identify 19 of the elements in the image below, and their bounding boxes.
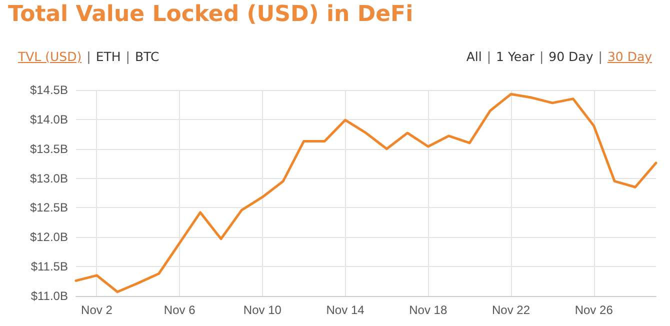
- x-tick-label: Nov 2: [81, 303, 113, 317]
- y-tick-label: $11.5B: [30, 260, 68, 274]
- line-series: [74, 92, 658, 294]
- x-tick-label: Nov 26: [574, 303, 614, 317]
- y-tick-label: $11.0B: [30, 289, 68, 303]
- x-tick-label: Nov 18: [409, 303, 448, 317]
- x-tick-label: Nov 10: [243, 303, 282, 317]
- chart-title: Total Value Locked (USD) in DeFi: [8, 2, 414, 27]
- x-tick-label: Nov 14: [326, 303, 365, 317]
- text: TVL (USD) | ETH | BTC: [18, 49, 160, 64]
- x-tick-label: Nov 6: [164, 303, 196, 317]
- y-tick-label: $14.5B: [30, 83, 68, 97]
- y-tick-label: $13.0B: [30, 171, 68, 186]
- y-tick-label: $14.0B: [30, 112, 68, 126]
- text: All | 1 Year | 90 Day | 30 Day: [466, 49, 652, 64]
- y-tick-label: $12.5B: [30, 200, 68, 215]
- y-tick-label: $12.0B: [30, 230, 68, 244]
- x-tick-label: Nov 22: [492, 303, 530, 317]
- y-tick-label: $13.5B: [30, 142, 68, 156]
